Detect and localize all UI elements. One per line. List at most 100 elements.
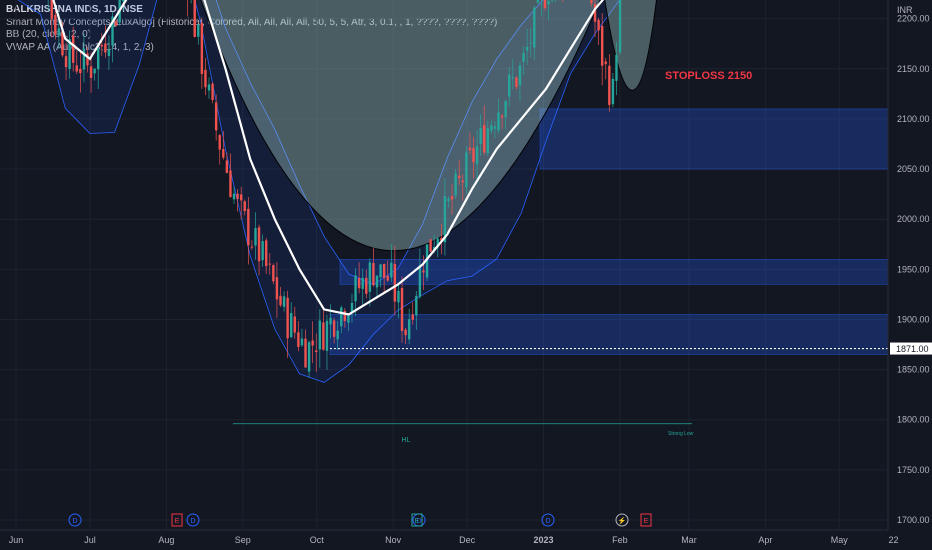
y-tick-label: 2000.00 [897,214,930,224]
candle-body [297,332,300,347]
candle-body [411,314,414,320]
y-tick-label: 2150.00 [897,64,930,74]
candle-body [329,317,332,325]
candle-body [515,77,518,87]
bollinger-lower [17,0,621,383]
candle-body [107,49,111,56]
candle-body [508,74,511,97]
x-tick-label: Dec [459,535,476,545]
candle-body [211,83,214,100]
candle-body [307,342,311,372]
candle-body [315,350,318,353]
x-tick-label: Nov [385,535,402,545]
candle-body [300,338,304,346]
candle-body [504,101,507,118]
candle-body [204,69,207,88]
earnings-marker-label: E [415,518,420,525]
candle-body [454,173,457,196]
price-axis[interactable] [888,0,932,550]
candle-body [511,77,515,79]
candle-body [100,44,103,47]
candle-body [332,320,336,337]
candle-body [450,196,454,200]
candle-body [64,56,68,68]
candle-body [71,35,75,63]
candle-body [243,201,246,212]
split-event-icon[interactable] [615,513,629,527]
candle-body [597,19,600,31]
candle-body [322,322,325,350]
candle-body [347,315,350,323]
candle-body [618,0,622,53]
candle-body [232,193,236,200]
candle-body [525,46,529,51]
dividend-marker[interactable] [68,513,82,527]
candle-body [397,290,400,303]
indicator-smc[interactable]: Smart Money Concepts [LuxAlgo] (Historic… [6,16,497,28]
candle-body [207,84,211,91]
y-tick-label: 2050.00 [897,164,930,174]
candle-body [600,26,604,66]
y-tick-label: 2100.00 [897,114,930,124]
candle-body [365,277,368,294]
strong-low-label: Strong Low [668,431,694,437]
candle-body [429,239,432,252]
candle-body [590,0,593,4]
dividend-marker[interactable] [186,513,200,527]
candle-body [393,263,397,302]
candle-body [407,319,411,340]
earnings-marker[interactable] [640,513,652,527]
handle-pattern [604,0,657,91]
earnings-marker[interactable] [411,513,423,527]
indicator-vwap[interactable]: VWAP AA (Auto, hlc3, 14, 1, 2, 3) [6,41,154,53]
candle-body [197,24,200,37]
y-tick-label: 2200.00 [897,14,930,24]
candle-body [318,320,322,350]
y-tick-label: 1900.00 [897,314,930,324]
candle-body [86,53,89,66]
candle-body [390,262,393,278]
cup-pattern [200,0,601,252]
stoploss-label: STOPLOSS 2150 [665,70,752,82]
candle-body [425,244,429,278]
candle-body [97,48,100,70]
earnings-marker-label: E [644,518,649,525]
candle-body [593,4,597,22]
earnings-marker-label: E [175,518,180,525]
candle-body [236,193,239,199]
x-tick-label: Aug [158,535,174,545]
indicator-bb[interactable]: BB (20, close, 2, 0) [6,29,91,40]
dividend-marker[interactable] [541,513,555,527]
candle-body [447,198,450,202]
x-tick-label: 22 [889,535,899,545]
candle-body [122,0,125,2]
dividend-marker-label: D [545,518,550,525]
candle-body [529,42,532,44]
candle-body [436,238,439,248]
dividend-marker-label: D [72,518,77,525]
y-tick-label: 1950.00 [897,264,930,274]
candle-body [264,240,268,267]
candle-body [379,264,382,278]
y-tick-label: 1700.00 [897,515,930,525]
dividend-marker-label: D [416,518,421,525]
candle-body [611,78,615,105]
candle-body [239,194,243,201]
price-tag [890,342,932,355]
x-tick-label: 2023 [533,535,553,545]
earnings-marker[interactable] [171,513,183,527]
x-tick-label: Oct [310,535,325,545]
candle-body [490,125,493,131]
symbol-title[interactable]: BALKRISHNA INDS, 1D, NSE [6,4,497,17]
candle-body [350,303,354,313]
candle-body [114,21,118,26]
candle-body [486,128,490,154]
candle-body [304,338,307,368]
x-tick-label: Apr [758,535,772,545]
candle-body [522,53,525,62]
candle-body [465,152,468,188]
candle-body [282,296,286,307]
candle-body [311,340,314,346]
candle-body [89,66,93,78]
